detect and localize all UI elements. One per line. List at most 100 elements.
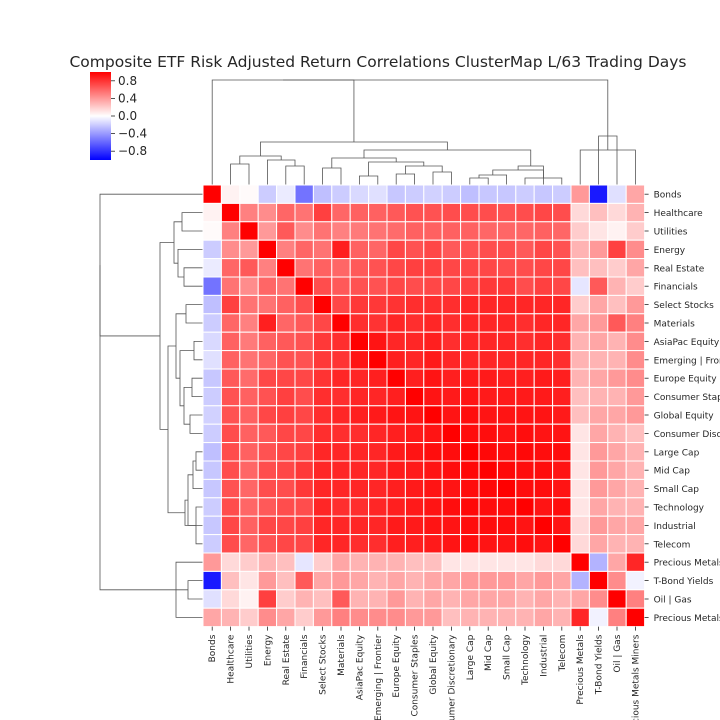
heatmap-cell (294, 331, 314, 352)
heatmap-cell (478, 478, 498, 499)
heatmap-cell (331, 294, 351, 315)
heatmap-cell (588, 552, 609, 572)
heatmap-cell (220, 405, 241, 425)
heatmap-cell (239, 405, 259, 425)
heatmap-cell (460, 405, 480, 425)
heatmap-cell (349, 202, 370, 223)
heatmap-cell (478, 258, 498, 278)
heatmap-cell (368, 239, 388, 260)
heatmap-cell (257, 221, 278, 241)
heatmap-cell (257, 258, 278, 278)
heatmap-cell (496, 294, 517, 315)
heatmap-cell (607, 368, 627, 388)
heatmap-cell (460, 368, 480, 388)
heatmap-cell (607, 202, 627, 223)
heatmap-cell (441, 202, 462, 223)
heatmap-cell (496, 589, 517, 609)
heatmap-cell (239, 276, 259, 296)
heatmap-cell (368, 221, 388, 241)
column-label-t-bond-yields: T-Bond Yields (595, 634, 605, 695)
heatmap-cell (625, 589, 646, 609)
heatmap-cell (423, 478, 443, 499)
heatmap-cell (312, 423, 333, 444)
heatmap-cell (478, 497, 498, 517)
heatmap-cell (533, 442, 554, 462)
heatmap-cell (625, 276, 646, 296)
heatmap-cell (515, 589, 535, 609)
colorbar-tick-label: −0.8 (118, 144, 147, 158)
heatmap-cell (331, 276, 351, 296)
heatmap-cell (404, 331, 425, 352)
heatmap-cell (515, 405, 535, 425)
heatmap-cell (312, 405, 333, 425)
heatmap-cell (294, 423, 314, 444)
heatmap-cell (331, 221, 351, 241)
heatmap-cell (515, 313, 535, 333)
row-label-mid-cap: Mid Cap (654, 467, 691, 477)
row-label-real-estate: Real Estate (654, 264, 705, 274)
heatmap-cell (220, 460, 241, 480)
heatmap-cell (386, 570, 406, 591)
heatmap-cell (239, 423, 259, 444)
heatmap-cell (368, 386, 388, 407)
heatmap-cell (496, 184, 517, 204)
heatmap-cell (515, 184, 535, 204)
heatmap-cell (294, 368, 314, 388)
heatmap-cell (570, 442, 590, 462)
heatmap-cell (368, 423, 388, 444)
heatmap-cell (496, 607, 517, 628)
column-label-consumer-discretionary: Consumer Discretionary (447, 634, 457, 720)
heatmap-cell (312, 313, 333, 333)
heatmap-cell (276, 258, 296, 278)
heatmap-cell (552, 442, 572, 462)
heatmap-cell (441, 442, 462, 462)
heatmap-cell (533, 478, 554, 499)
heatmap-cell (257, 552, 278, 572)
heatmap-cell (220, 442, 241, 462)
heatmap-cell (570, 386, 590, 407)
heatmap-cell (276, 239, 296, 260)
heatmap-cell (533, 570, 554, 591)
heatmap-cell (625, 202, 646, 223)
heatmap-cell (331, 607, 351, 628)
row-label-emerging-frontier: Emerging | Frontier (654, 356, 720, 366)
heatmap-cell (202, 239, 222, 260)
heatmap-cell (312, 460, 333, 480)
heatmap-cell (276, 386, 296, 407)
heatmap-cell (257, 184, 278, 204)
heatmap-cell (515, 294, 535, 315)
heatmap-cell (220, 607, 241, 628)
heatmap-cell (386, 405, 406, 425)
heatmap-cell (533, 368, 554, 388)
heatmap-cell (423, 276, 443, 296)
heatmap-cell (349, 405, 370, 425)
heatmap-cell (386, 313, 406, 333)
heatmap-cell (533, 460, 554, 480)
heatmap-cell (607, 589, 627, 609)
heatmap-cell (349, 221, 370, 241)
heatmap-cell (533, 239, 554, 260)
heatmap-cell (202, 589, 222, 609)
row-label-asiapac-equity: AsiaPac Equity (654, 338, 720, 348)
heatmap-cell (570, 478, 590, 499)
heatmap-cell (478, 276, 498, 296)
heatmap-cell (276, 497, 296, 517)
heatmap-cell (607, 294, 627, 315)
heatmap-cell (386, 276, 406, 296)
heatmap-cell (441, 405, 462, 425)
heatmap-cell (368, 202, 388, 223)
heatmap-cell (496, 239, 517, 260)
heatmap-cell (294, 239, 314, 260)
heatmap-cell (588, 478, 609, 499)
heatmap-cell (441, 589, 462, 609)
heatmap-cell (460, 589, 480, 609)
heatmap-cell (588, 276, 609, 296)
heatmap-cell (239, 460, 259, 480)
heatmap-cell (552, 478, 572, 499)
heatmap-cell (460, 478, 480, 499)
heatmap-cell (460, 442, 480, 462)
heatmap-cell (276, 515, 296, 536)
heatmap-cell (478, 350, 498, 370)
heatmap-cell (588, 497, 609, 517)
heatmap-cell (349, 515, 370, 536)
